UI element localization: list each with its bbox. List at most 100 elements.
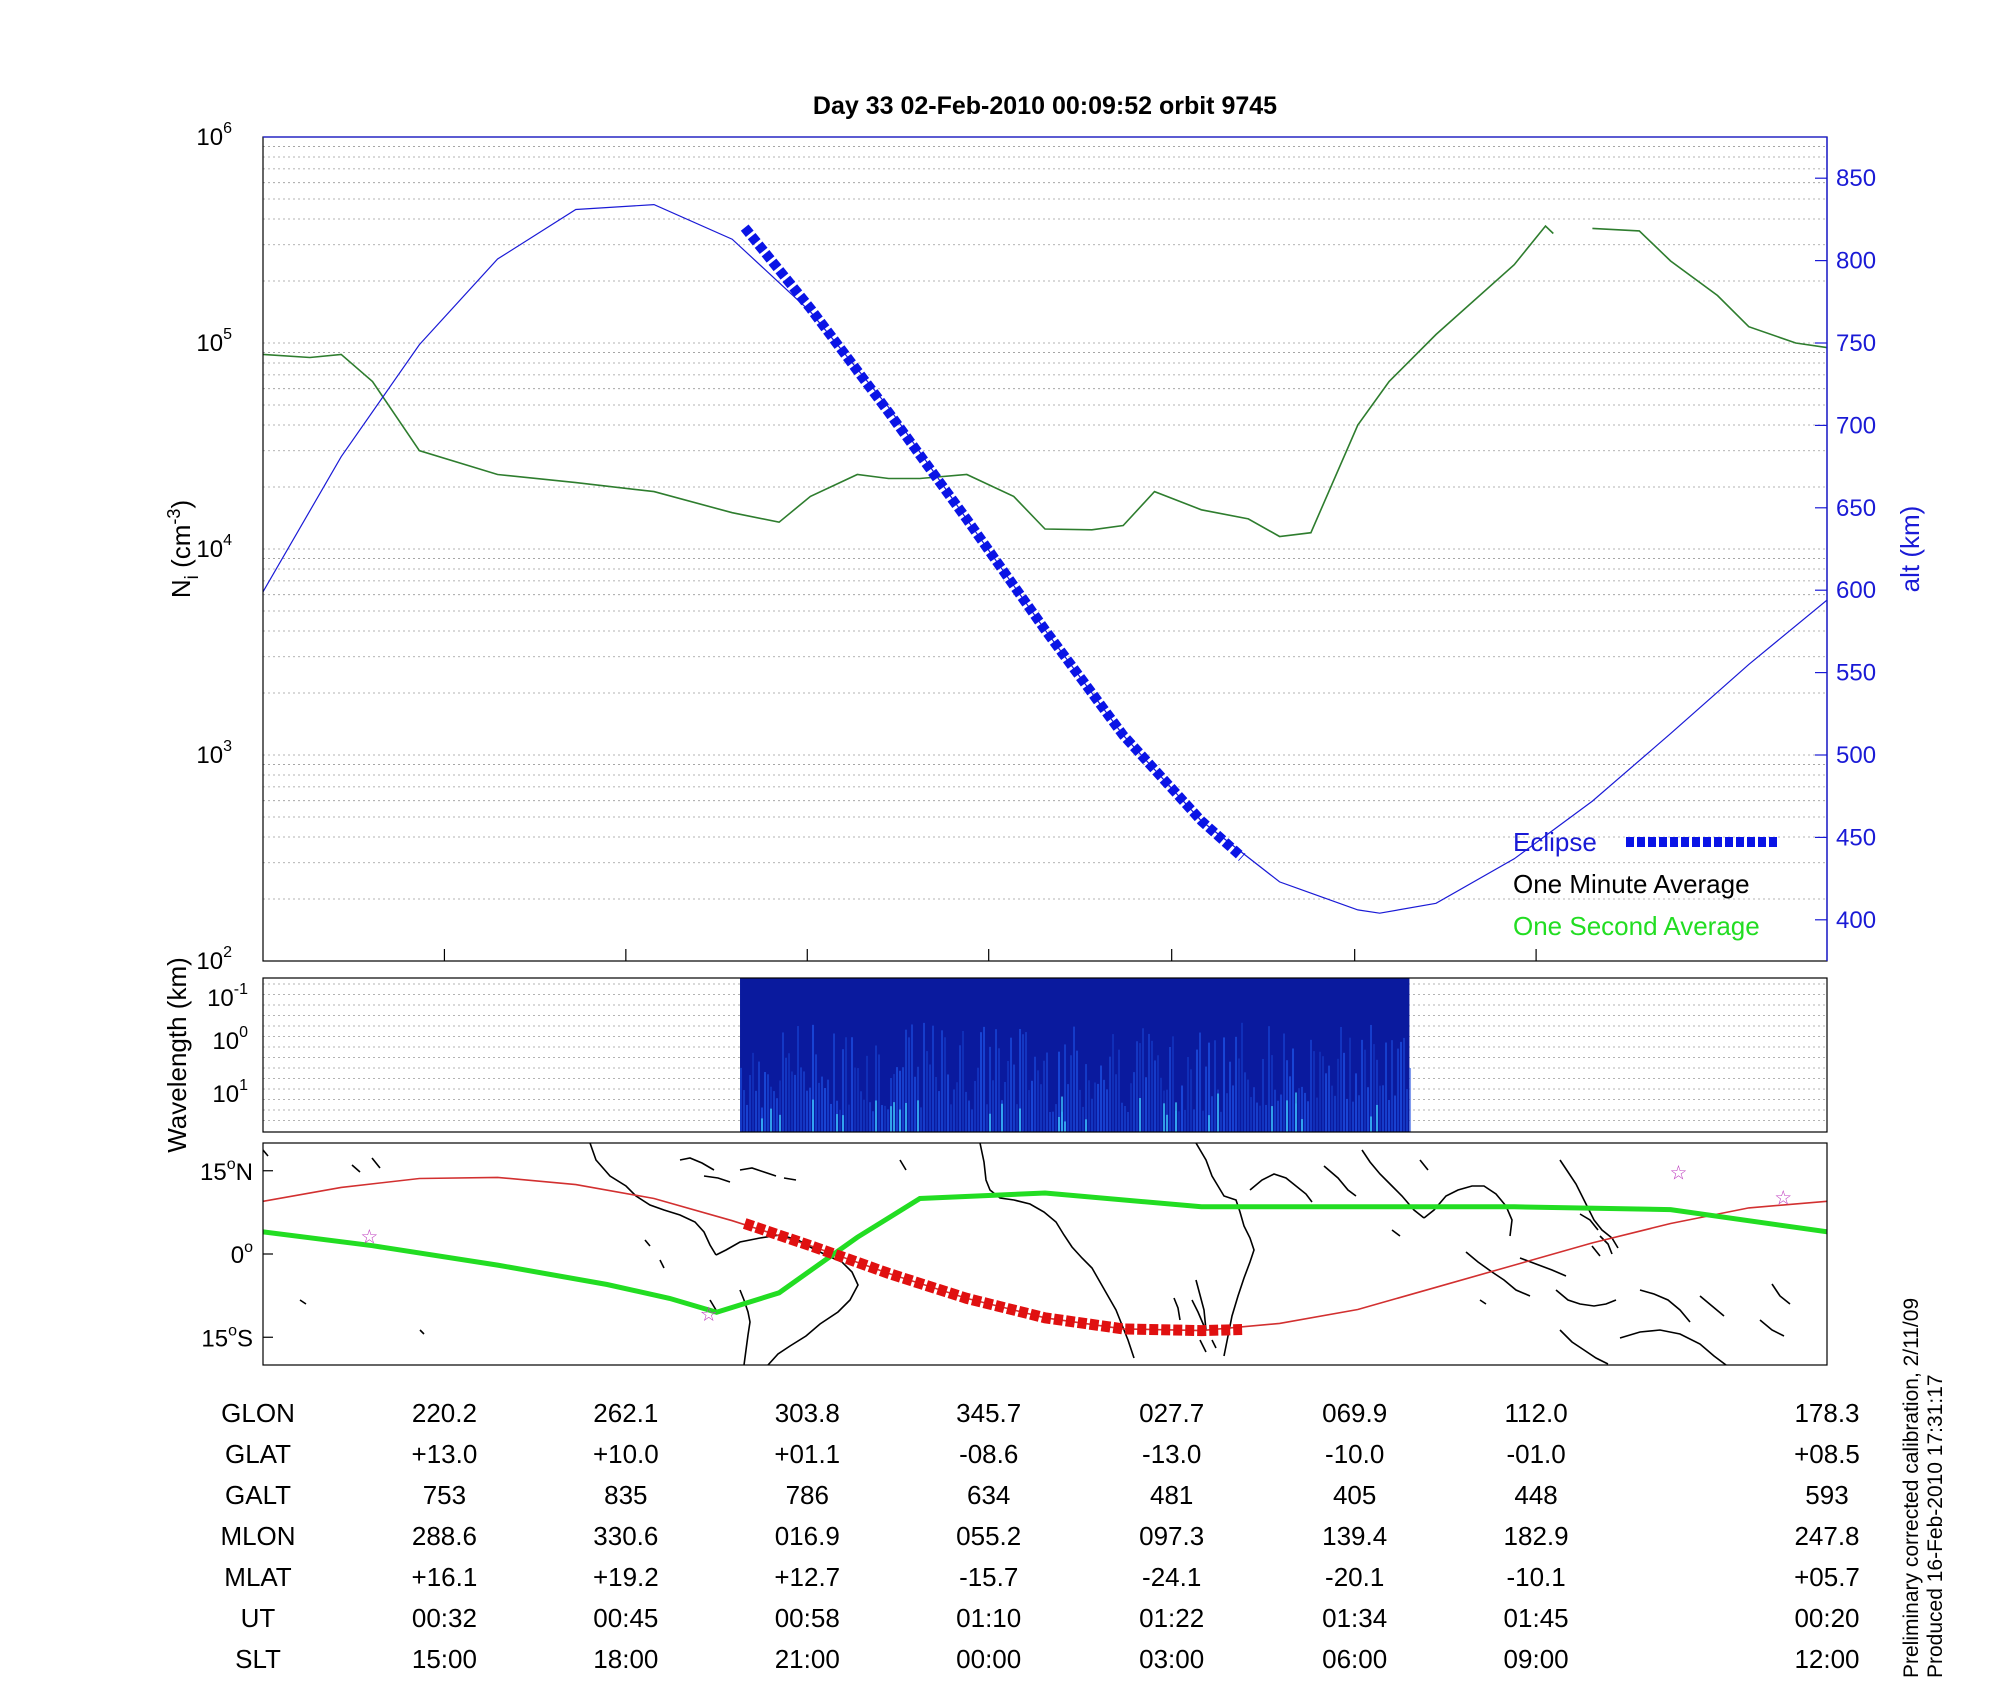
- y-tick-label: 106: [196, 120, 232, 151]
- table-cell: +10.0: [593, 1439, 659, 1469]
- table-cell: +08.5: [1794, 1439, 1860, 1469]
- spec-streak: [1238, 1058, 1241, 1132]
- spec-streak: [854, 1067, 857, 1132]
- table-cell: -20.1: [1325, 1562, 1384, 1592]
- table-cell: 097.3: [1139, 1521, 1204, 1551]
- table-cell: 01:10: [956, 1603, 1021, 1633]
- spec-streak: [1262, 1058, 1265, 1132]
- table-cell: 01:22: [1139, 1603, 1204, 1633]
- spec-streak: [971, 1109, 974, 1132]
- table-cell: 03:00: [1139, 1644, 1204, 1674]
- spec-streak: [1259, 1105, 1262, 1132]
- table-cell: 593: [1805, 1480, 1848, 1510]
- spec-hot-streak: [1208, 1115, 1211, 1132]
- spec-streak: [863, 1099, 866, 1132]
- spec-streak: [1298, 1088, 1301, 1132]
- density-series-line: [263, 224, 1827, 538]
- spec-hot-streak: [1271, 1106, 1274, 1132]
- spec-streak: [884, 1105, 887, 1132]
- spec-hot-streak: [1217, 1093, 1220, 1132]
- spec-streak: [1385, 1042, 1388, 1132]
- spec-streak: [1037, 1070, 1040, 1132]
- spec-streak: [911, 1024, 914, 1132]
- spec-streak: [1013, 1064, 1016, 1132]
- table-cell: +12.7: [774, 1562, 840, 1592]
- table-cell: 15:00: [412, 1644, 477, 1674]
- spec-streak: [1205, 1066, 1208, 1132]
- spec-hot-streak: [1001, 1103, 1004, 1132]
- spec-streak: [1241, 1022, 1244, 1132]
- spec-streak: [1040, 1084, 1043, 1132]
- spec-streak: [839, 1109, 842, 1132]
- table-cell: +13.0: [412, 1439, 478, 1469]
- spec-streak: [1070, 1055, 1073, 1132]
- spec-hot-streak: [1175, 1102, 1178, 1132]
- table-cell: -01.0: [1506, 1439, 1565, 1469]
- spec-streak: [1145, 1077, 1148, 1132]
- right-y-tick-label: 550: [1836, 660, 1876, 687]
- spec-streak: [917, 1066, 920, 1132]
- spec-streak: [926, 1051, 929, 1132]
- table-cell: +05.7: [1794, 1562, 1860, 1592]
- map-y-ticks: 15oN 0o 15oS: [200, 1156, 273, 1352]
- right-y-tick-label: 400: [1836, 907, 1876, 934]
- table-cell: 016.9: [775, 1521, 840, 1551]
- spec-streak: [1079, 1089, 1082, 1132]
- table-cell: -15.7: [959, 1562, 1018, 1592]
- y-tick-label: 105: [196, 326, 232, 357]
- spec-streak: [1388, 1099, 1391, 1132]
- spec-hot-streak: [842, 1115, 845, 1132]
- legend-eclipse-label: Eclipse: [1513, 827, 1597, 857]
- spec-streak: [1010, 1037, 1013, 1132]
- spec-streak: [1088, 1080, 1091, 1132]
- table-cell: 835: [604, 1480, 647, 1510]
- spec-streak: [965, 1091, 968, 1132]
- y-axis-label-sub: i: [182, 575, 203, 579]
- spec-streak: [1364, 1049, 1367, 1132]
- footnote-line2: Produced 16-Feb-2010 17:31:17: [1924, 1374, 1947, 1678]
- spec-streak: [1355, 1073, 1358, 1132]
- spectrogram-y-tick-label: 101: [212, 1077, 248, 1108]
- spec-streak: [767, 1074, 770, 1132]
- orbit-track-line: [263, 1176, 1827, 1332]
- spec-streak: [1283, 1033, 1286, 1132]
- spec-streak: [1127, 1111, 1130, 1132]
- spec-streak: [1019, 1028, 1022, 1132]
- spec-streak: [1292, 1048, 1295, 1132]
- spec-streak: [1331, 1085, 1334, 1132]
- table-cell: -10.1: [1506, 1562, 1565, 1592]
- spec-streak: [1028, 1090, 1031, 1132]
- spec-streak: [815, 1054, 818, 1132]
- spec-streak: [1121, 1102, 1124, 1132]
- spec-streak: [1073, 1026, 1076, 1132]
- spec-streak: [806, 1090, 809, 1132]
- table-cell: 18:00: [593, 1644, 658, 1674]
- spec-streak: [902, 1067, 905, 1132]
- spec-streak: [1352, 1101, 1355, 1132]
- y-tick-label: 104: [196, 532, 232, 563]
- spec-streak: [752, 1052, 755, 1132]
- spectrogram-y-tick-label: 100: [212, 1024, 248, 1055]
- map-y-tick-label: 0o: [231, 1239, 253, 1269]
- spec-hot-streak: [1064, 1121, 1067, 1132]
- spec-streak: [1211, 1096, 1214, 1132]
- table-cell: -10.0: [1325, 1439, 1384, 1469]
- spec-hot-streak: [1019, 1108, 1022, 1132]
- spec-streak: [821, 1076, 824, 1132]
- table-cell: 00:32: [412, 1603, 477, 1633]
- spec-streak: [1052, 1111, 1055, 1132]
- spectrogram-frame: [262, 977, 1828, 1133]
- spec-hot-streak: [1286, 1100, 1289, 1132]
- spec-streak: [1361, 1039, 1364, 1132]
- table-row-header: SLT: [235, 1644, 281, 1674]
- spec-streak: [929, 1064, 932, 1132]
- spec-streak: [1046, 1052, 1049, 1132]
- spec-hot-streak: [812, 1099, 815, 1132]
- star-marker: ☆: [700, 1302, 718, 1326]
- spec-streak: [1151, 1040, 1154, 1132]
- y-axis-label-unit-close: ): [166, 500, 196, 509]
- spec-streak: [887, 1109, 890, 1132]
- right-y-tick-label: 800: [1836, 248, 1876, 275]
- spec-streak: [1091, 1098, 1094, 1132]
